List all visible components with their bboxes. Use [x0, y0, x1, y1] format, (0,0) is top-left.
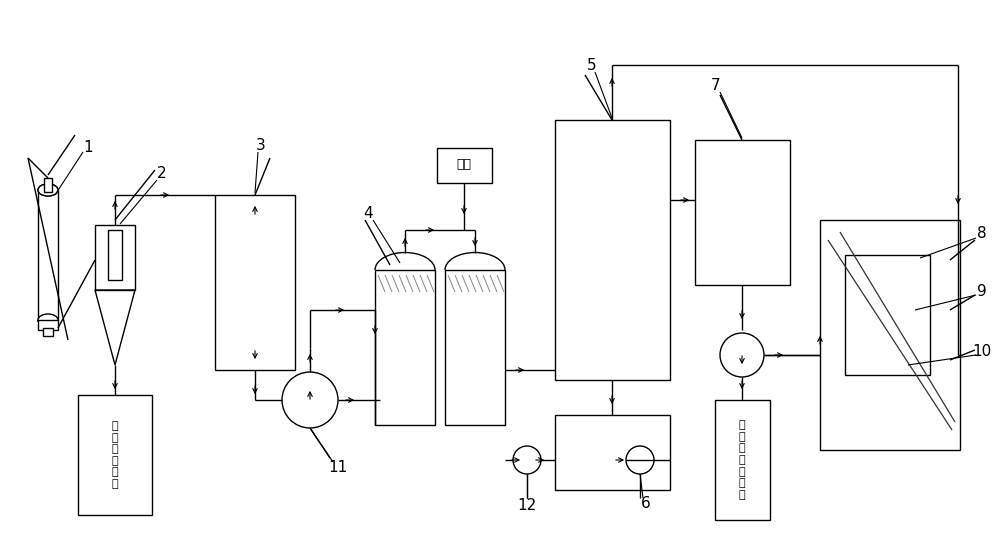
Bar	[108, 230, 122, 280]
Text: 醋
酸
钠
成
品
包
装: 醋 酸 钠 成 品 包 装	[739, 420, 745, 500]
Bar	[695, 140, 790, 285]
Text: 3: 3	[256, 139, 266, 153]
Bar	[38, 320, 58, 330]
Text: 2: 2	[157, 166, 167, 182]
Text: 7: 7	[711, 78, 721, 93]
Bar	[375, 270, 435, 425]
Bar	[38, 190, 58, 320]
Bar	[715, 400, 770, 520]
Bar	[437, 148, 492, 183]
Text: 6: 6	[641, 496, 651, 512]
Text: 碱液: 碱液	[456, 158, 472, 171]
Bar	[78, 395, 152, 515]
Bar	[43, 328, 53, 336]
Bar	[95, 225, 135, 290]
Text: 8: 8	[977, 227, 987, 242]
Bar	[215, 195, 295, 370]
Ellipse shape	[38, 314, 58, 326]
Circle shape	[720, 333, 764, 377]
Circle shape	[282, 372, 338, 428]
Bar	[555, 415, 670, 490]
Text: 4: 4	[363, 207, 373, 222]
Bar	[845, 255, 930, 375]
Circle shape	[513, 446, 541, 474]
Text: 11: 11	[328, 460, 348, 474]
Bar	[820, 220, 960, 450]
Text: 10: 10	[972, 344, 992, 358]
Text: 5: 5	[587, 57, 597, 73]
Ellipse shape	[38, 184, 58, 196]
Text: 废
渣
送
至
锅
炉: 废 渣 送 至 锅 炉	[112, 421, 118, 489]
Circle shape	[626, 446, 654, 474]
Bar	[445, 270, 505, 425]
Text: 9: 9	[977, 283, 987, 299]
Bar	[44, 178, 52, 192]
Text: 12: 12	[517, 499, 537, 513]
Bar	[555, 120, 670, 380]
Text: 1: 1	[83, 139, 93, 154]
